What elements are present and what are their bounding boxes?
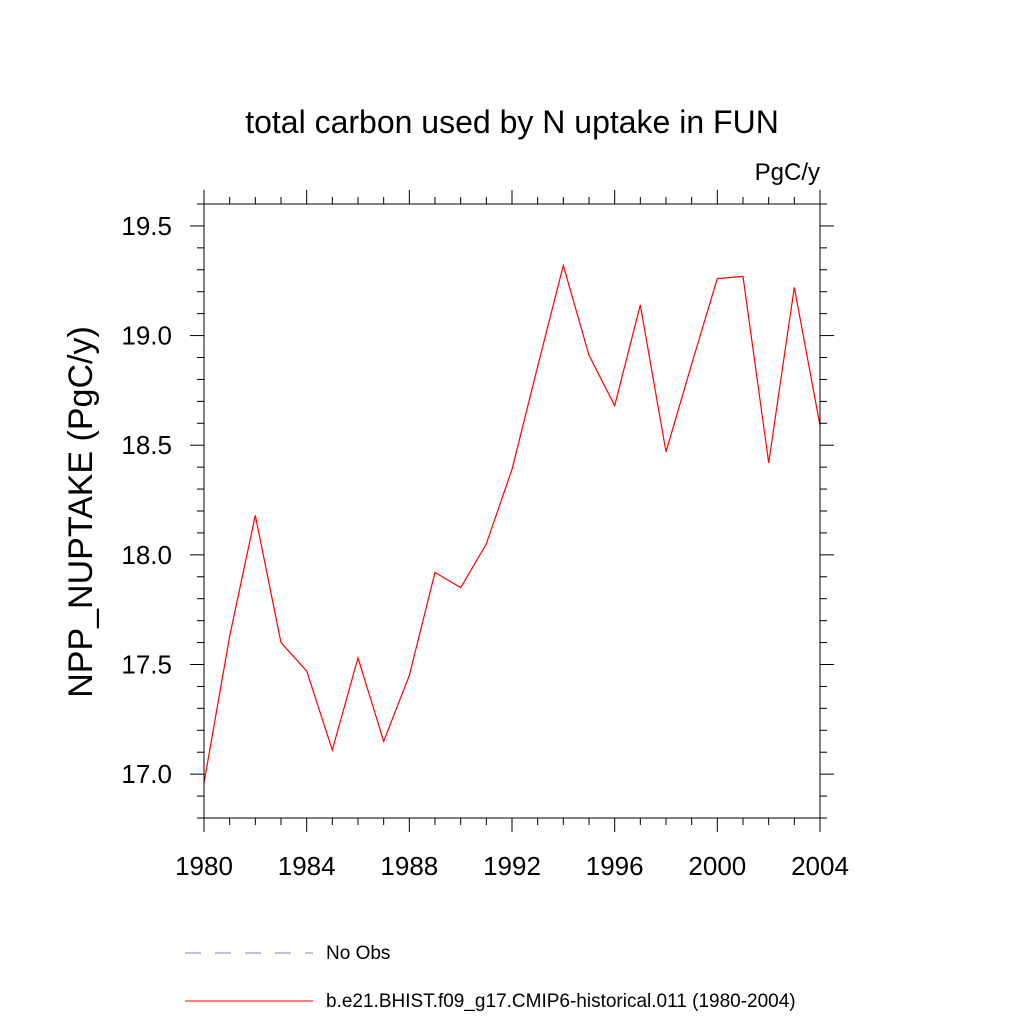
y-tick-label: 19.0	[121, 321, 172, 351]
legend: No Obs b.e21.BHIST.f09_g17.CMIP6-histori…	[185, 943, 796, 1012]
legend-label-model: b.e21.BHIST.f09_g17.CMIP6-historical.011…	[326, 991, 796, 1012]
axis-tick-labels: 1980 1984 1988 1992 1996 2000 2004 17.0 17.5 18.0…	[121, 211, 849, 881]
x-tick-label: 2004	[791, 851, 849, 881]
y-tick-label: 19.5	[121, 211, 172, 241]
series-line-model	[203, 263, 821, 784]
y-tick-label: 17.0	[121, 759, 172, 789]
legend-label-no-obs: No Obs	[326, 943, 390, 964]
x-tick-label: 1988	[380, 851, 438, 881]
units-label: PgC/y	[755, 159, 820, 186]
y-axis-label: NPP_NUPTAKE (PgC/y)	[62, 326, 100, 698]
x-tick-label: 1980	[175, 851, 233, 881]
x-tick-label: 1984	[278, 851, 336, 881]
x-tick-label: 1996	[586, 851, 644, 881]
x-tick-label: 2000	[688, 851, 746, 881]
x-tick-label: 1992	[483, 851, 541, 881]
y-tick-label: 18.5	[121, 430, 172, 460]
plot-frame	[203, 203, 821, 819]
axis-ticks	[190, 190, 834, 832]
chart-title: total carbon used by N uptake in FUN	[245, 104, 779, 140]
plot-series	[203, 263, 821, 784]
y-tick-label: 18.0	[121, 540, 172, 570]
y-tick-label: 17.5	[121, 650, 172, 680]
